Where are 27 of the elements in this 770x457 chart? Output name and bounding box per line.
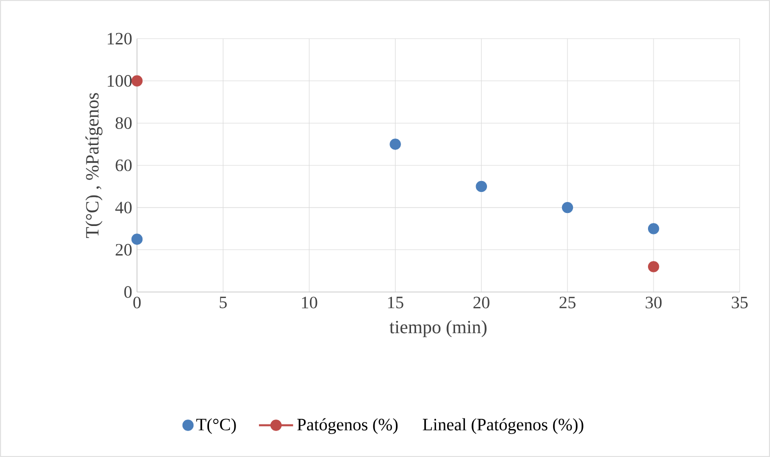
x-tick-label: 5 — [220, 296, 227, 308]
y-tick-label: 0 — [124, 286, 132, 298]
point — [131, 75, 143, 86]
y-tick-label: 40 — [115, 202, 132, 214]
point — [131, 234, 143, 245]
legend-label: Patógenos (%) — [297, 418, 398, 434]
y-tick-label: 120 — [108, 32, 132, 45]
x-tick-label: 25 — [560, 296, 576, 308]
text: Lineal (Patógenos (%)) — [422, 418, 584, 434]
y-tick-label: 20 — [116, 244, 132, 256]
x-tick-label: 35 — [732, 296, 748, 308]
point — [476, 180, 487, 192]
y-axis-title: T(°C) , %Patígenos — [85, 93, 102, 238]
y-tick-label: 80 — [116, 117, 132, 129]
point — [648, 223, 660, 234]
x-tick-label: 15 — [388, 296, 404, 308]
x-tick-label: 10 — [302, 296, 318, 308]
x-tick-label: 30 — [646, 296, 662, 308]
y-tick-label: 60 — [116, 159, 132, 172]
legend-label: T(°C) — [196, 418, 236, 434]
y-tick-label: 100 — [108, 75, 132, 87]
point — [562, 202, 574, 214]
x-axis-title: tiempo (min) — [390, 320, 487, 338]
x-tick-label: 20 — [473, 296, 490, 308]
point — [390, 138, 401, 150]
point — [648, 261, 660, 272]
x-tick-label: 0 — [133, 296, 141, 308]
